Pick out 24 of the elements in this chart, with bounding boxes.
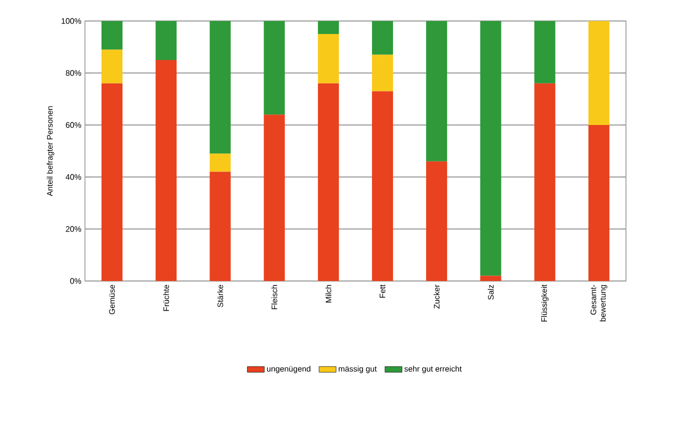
bar — [480, 276, 502, 281]
bar — [480, 20, 502, 276]
bar — [210, 172, 231, 281]
bar — [372, 20, 394, 55]
bar — [426, 20, 448, 162]
bar — [264, 20, 285, 115]
bar — [210, 20, 231, 154]
bar — [534, 83, 556, 281]
bar — [264, 114, 285, 281]
bar — [102, 83, 123, 281]
bar — [426, 161, 448, 281]
bar — [210, 154, 231, 172]
bar — [372, 91, 394, 281]
bar — [318, 83, 339, 281]
bar — [588, 124, 610, 281]
bar — [318, 20, 339, 34]
bar — [102, 50, 123, 84]
bar — [156, 20, 177, 60]
bar — [318, 34, 339, 84]
bar — [156, 60, 177, 281]
bar — [534, 20, 556, 84]
bar — [588, 20, 610, 125]
bar — [102, 20, 123, 50]
bar — [372, 54, 394, 92]
